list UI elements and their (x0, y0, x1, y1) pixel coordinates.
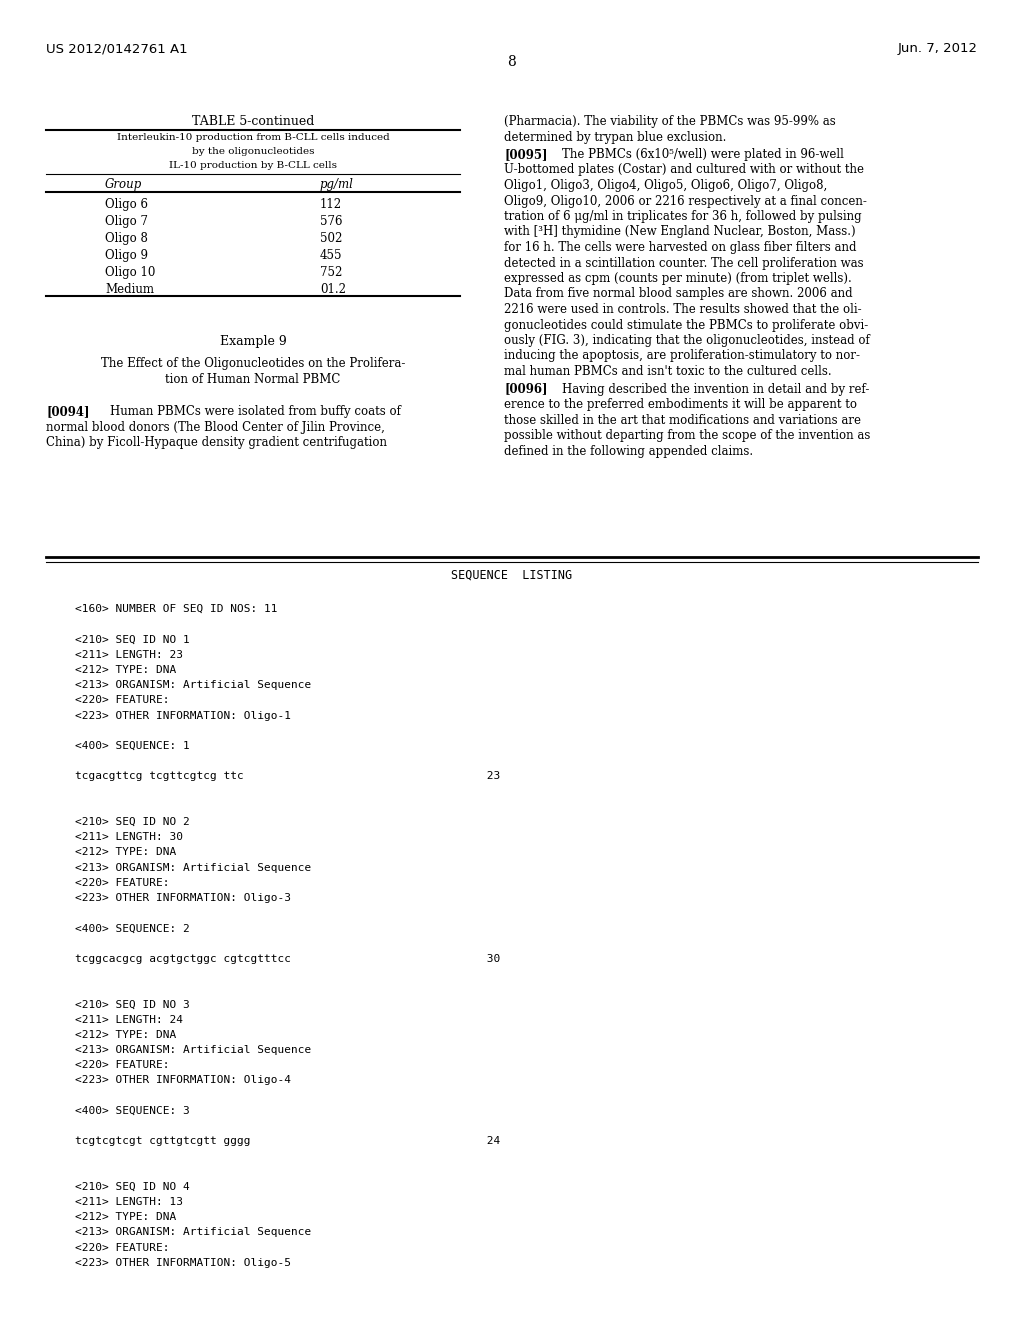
Text: <220> FEATURE:: <220> FEATURE: (75, 1060, 170, 1071)
Text: Oligo9, Oligo10, 2006 or 2216 respectively at a final concen-: Oligo9, Oligo10, 2006 or 2216 respective… (504, 194, 867, 207)
Text: The Effect of the Oligonucleotides on the Prolifera-: The Effect of the Oligonucleotides on th… (100, 356, 406, 370)
Text: Human PBMCs were isolated from buffy coats of: Human PBMCs were isolated from buffy coa… (110, 405, 400, 418)
Text: <210> SEQ ID NO 4: <210> SEQ ID NO 4 (75, 1181, 189, 1192)
Text: Oligo 7: Oligo 7 (105, 215, 148, 228)
Text: pg/ml: pg/ml (319, 178, 354, 191)
Text: <212> TYPE: DNA: <212> TYPE: DNA (75, 847, 176, 858)
Text: those skilled in the art that modifications and variations are: those skilled in the art that modificati… (504, 413, 861, 426)
Text: <213> ORGANISM: Artificial Sequence: <213> ORGANISM: Artificial Sequence (75, 1228, 311, 1237)
Text: <223> OTHER INFORMATION: Oligo-4: <223> OTHER INFORMATION: Oligo-4 (75, 1076, 291, 1085)
Text: tcgtcgtcgt cgttgtcgtt gggg                                   24: tcgtcgtcgt cgttgtcgtt gggg 24 (75, 1137, 501, 1146)
Text: US 2012/0142761 A1: US 2012/0142761 A1 (46, 42, 187, 55)
Text: ously (FIG. 3), indicating that the oligonucleotides, instead of: ously (FIG. 3), indicating that the olig… (504, 334, 869, 347)
Text: <400> SEQUENCE: 2: <400> SEQUENCE: 2 (75, 924, 189, 933)
Text: [0094]: [0094] (46, 405, 89, 418)
Text: Oligo 6: Oligo 6 (105, 198, 148, 211)
Text: <212> TYPE: DNA: <212> TYPE: DNA (75, 1030, 176, 1040)
Text: normal blood donors (The Blood Center of Jilin Province,: normal blood donors (The Blood Center of… (46, 421, 385, 433)
Text: <210> SEQ ID NO 3: <210> SEQ ID NO 3 (75, 999, 189, 1010)
Text: <213> ORGANISM: Artificial Sequence: <213> ORGANISM: Artificial Sequence (75, 1045, 311, 1055)
Text: TABLE 5-continued: TABLE 5-continued (191, 115, 314, 128)
Text: <211> LENGTH: 13: <211> LENGTH: 13 (75, 1197, 183, 1206)
Text: inducing the apoptosis, are proliferation-stimulatory to nor-: inducing the apoptosis, are proliferatio… (504, 350, 860, 363)
Text: Example 9: Example 9 (219, 335, 287, 348)
Text: Having described the invention in detail and by ref-: Having described the invention in detail… (562, 383, 869, 396)
Text: [0095]: [0095] (504, 148, 548, 161)
Text: Group: Group (105, 178, 142, 191)
Text: <400> SEQUENCE: 3: <400> SEQUENCE: 3 (75, 1106, 189, 1115)
Text: <211> LENGTH: 23: <211> LENGTH: 23 (75, 649, 183, 660)
Text: mal human PBMCs and isn't toxic to the cultured cells.: mal human PBMCs and isn't toxic to the c… (504, 366, 831, 378)
Text: The PBMCs (6x10⁵/well) were plated in 96-well: The PBMCs (6x10⁵/well) were plated in 96… (562, 148, 844, 161)
Text: for 16 h. The cells were harvested on glass fiber filters and: for 16 h. The cells were harvested on gl… (504, 242, 856, 253)
Text: tcgacgttcg tcgttcgtcg ttc                                    23: tcgacgttcg tcgttcgtcg ttc 23 (75, 771, 501, 781)
Text: tration of 6 μg/ml in triplicates for 36 h, followed by pulsing: tration of 6 μg/ml in triplicates for 36… (504, 210, 861, 223)
Text: 01.2: 01.2 (319, 282, 346, 296)
Text: tion of Human Normal PBMC: tion of Human Normal PBMC (165, 374, 341, 385)
Text: <223> OTHER INFORMATION: Oligo-3: <223> OTHER INFORMATION: Oligo-3 (75, 894, 291, 903)
Text: expressed as cpm (counts per minute) (from triplet wells).: expressed as cpm (counts per minute) (fr… (504, 272, 852, 285)
Text: Interleukin-10 production from B-CLL cells induced: Interleukin-10 production from B-CLL cel… (117, 133, 389, 143)
Text: 2216 were used in controls. The results showed that the oli-: 2216 were used in controls. The results … (504, 304, 861, 315)
Text: gonucleotides could stimulate the PBMCs to proliferate obvi-: gonucleotides could stimulate the PBMCs … (504, 318, 868, 331)
Text: <211> LENGTH: 24: <211> LENGTH: 24 (75, 1015, 183, 1024)
Text: tcggcacgcg acgtgctggc cgtcgtttcc                             30: tcggcacgcg acgtgctggc cgtcgtttcc 30 (75, 954, 501, 964)
Text: <400> SEQUENCE: 1: <400> SEQUENCE: 1 (75, 741, 189, 751)
Text: <212> TYPE: DNA: <212> TYPE: DNA (75, 665, 176, 675)
Text: <160> NUMBER OF SEQ ID NOS: 11: <160> NUMBER OF SEQ ID NOS: 11 (75, 605, 278, 614)
Text: Jun. 7, 2012: Jun. 7, 2012 (898, 42, 978, 55)
Text: 112: 112 (319, 198, 342, 211)
Text: [0096]: [0096] (504, 383, 548, 396)
Text: China) by Ficoll-Hypaque density gradient centrifugation: China) by Ficoll-Hypaque density gradien… (46, 436, 387, 449)
Text: <212> TYPE: DNA: <212> TYPE: DNA (75, 1212, 176, 1222)
Text: 8: 8 (508, 55, 516, 69)
Text: <223> OTHER INFORMATION: Oligo-5: <223> OTHER INFORMATION: Oligo-5 (75, 1258, 291, 1267)
Text: <210> SEQ ID NO 2: <210> SEQ ID NO 2 (75, 817, 189, 828)
Text: <213> ORGANISM: Artificial Sequence: <213> ORGANISM: Artificial Sequence (75, 862, 311, 873)
Text: <213> ORGANISM: Artificial Sequence: <213> ORGANISM: Artificial Sequence (75, 680, 311, 690)
Text: defined in the following appended claims.: defined in the following appended claims… (504, 445, 753, 458)
Text: (Pharmacia). The viability of the PBMCs was 95-99% as: (Pharmacia). The viability of the PBMCs … (504, 115, 836, 128)
Text: U-bottomed plates (Costar) and cultured with or without the: U-bottomed plates (Costar) and cultured … (504, 164, 864, 177)
Text: Oligo 8: Oligo 8 (105, 232, 147, 246)
Text: determined by trypan blue exclusion.: determined by trypan blue exclusion. (504, 131, 726, 144)
Text: Medium: Medium (105, 282, 154, 296)
Text: <220> FEATURE:: <220> FEATURE: (75, 878, 170, 888)
Text: <210> SEQ ID NO 1: <210> SEQ ID NO 1 (75, 635, 189, 644)
Text: 502: 502 (319, 232, 342, 246)
Text: <220> FEATURE:: <220> FEATURE: (75, 1242, 170, 1253)
Text: by the oligonucleotides: by the oligonucleotides (191, 147, 314, 156)
Text: Data from five normal blood samples are shown. 2006 and: Data from five normal blood samples are … (504, 288, 853, 301)
Text: Oligo1, Oligo3, Oligo4, Oligo5, Oligo6, Oligo7, Oligo8,: Oligo1, Oligo3, Oligo4, Oligo5, Oligo6, … (504, 180, 827, 191)
Text: with [³H] thymidine (New England Nuclear, Boston, Mass.): with [³H] thymidine (New England Nuclear… (504, 226, 856, 239)
Text: <220> FEATURE:: <220> FEATURE: (75, 696, 170, 705)
Text: Oligo 9: Oligo 9 (105, 249, 148, 261)
Text: possible without departing from the scope of the invention as: possible without departing from the scop… (504, 429, 870, 442)
Text: erence to the preferred embodiments it will be apparent to: erence to the preferred embodiments it w… (504, 399, 857, 411)
Text: 455: 455 (319, 249, 342, 261)
Text: <223> OTHER INFORMATION: Oligo-1: <223> OTHER INFORMATION: Oligo-1 (75, 710, 291, 721)
Text: 752: 752 (319, 267, 342, 279)
Text: detected in a scintillation counter. The cell proliferation was: detected in a scintillation counter. The… (504, 256, 863, 269)
Text: SEQUENCE  LISTING: SEQUENCE LISTING (452, 569, 572, 582)
Text: 576: 576 (319, 215, 342, 228)
Text: Oligo 10: Oligo 10 (105, 267, 156, 279)
Text: <211> LENGTH: 30: <211> LENGTH: 30 (75, 832, 183, 842)
Text: IL-10 production by B-CLL cells: IL-10 production by B-CLL cells (169, 161, 337, 170)
